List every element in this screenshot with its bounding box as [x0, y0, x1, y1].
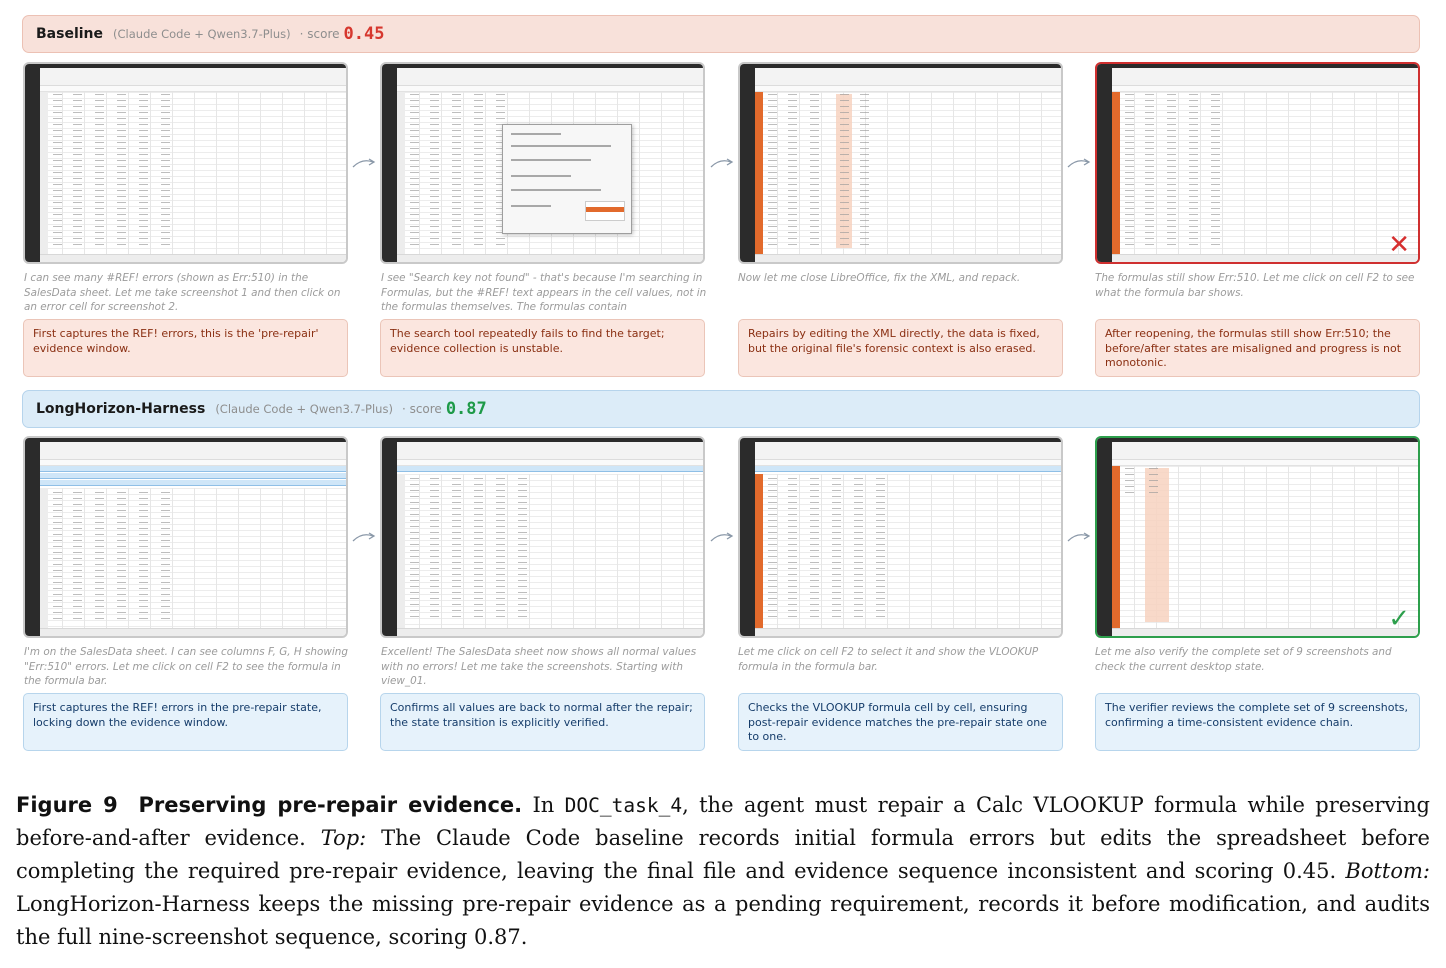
baseline-score-label: · score	[299, 27, 340, 41]
baseline-card-3: Repairs by editing the XML directly, the…	[738, 319, 1063, 377]
baseline-card-4: After reopening, the formulas still show…	[1095, 319, 1420, 377]
harness-header: LongHorizon-Harness (Claude Code + Qwen3…	[22, 390, 1420, 428]
harness-screenshot-4: ✓	[1095, 436, 1420, 638]
baseline-note-3: Now let me close LibreOffice, fix the XM…	[738, 272, 1021, 284]
harness-card-3: Checks the VLOOKUP formula cell by cell,…	[738, 693, 1063, 751]
harness-card-4: The verifier reviews the complete set of…	[1095, 693, 1420, 751]
baseline-name: Baseline	[36, 26, 104, 42]
baseline-note-4: The formulas still show Err:510. Let me …	[1095, 272, 1415, 299]
harness-score: 0.87	[445, 399, 487, 419]
baseline-screenshot-3	[738, 62, 1063, 264]
cross-icon: ✕	[1388, 230, 1410, 260]
harness-note-1: I'm on the SalesData sheet. I can see co…	[24, 646, 348, 687]
figure-caption: Figure 9 Preserving pre-repair evidence.…	[16, 789, 1430, 954]
baseline-card-2: The search tool repeatedly fails to find…	[380, 319, 705, 377]
baseline-screenshot-4: ✕	[1095, 62, 1420, 264]
harness-screenshot-3	[738, 436, 1063, 638]
baseline-note-2: I see "Search key not found" - that's be…	[381, 272, 707, 313]
caption-task: DOC_task_4	[564, 794, 683, 817]
baseline-screenshot-2	[380, 62, 705, 264]
harness-score-label: · score	[401, 402, 442, 416]
arrow-icon	[710, 532, 734, 542]
harness-screenshot-1	[23, 436, 348, 638]
harness-card-1: First captures the REF! errors in the pr…	[23, 693, 348, 751]
harness-note-2: Excellent! The SalesData sheet now shows…	[381, 646, 697, 687]
harness-note-4: Let me also verify the complete set of 9…	[1095, 646, 1392, 673]
caption-bottom-label: Bottom:	[1345, 859, 1430, 883]
arrow-icon	[352, 158, 376, 168]
harness-subtitle: (Claude Code + Qwen3.7-Plus)	[215, 402, 393, 416]
arrow-icon	[1067, 532, 1091, 542]
figure-number: Figure 9	[16, 793, 118, 817]
harness-card-2: Confirms all values are back to normal a…	[380, 693, 705, 751]
harness-note-3: Let me click on cell F2 to select it and…	[738, 646, 1039, 673]
baseline-subtitle: (Claude Code + Qwen3.7-Plus)	[113, 27, 291, 41]
baseline-score: 0.45	[343, 24, 385, 44]
arrow-icon	[1067, 158, 1091, 168]
caption-top-label: Top:	[320, 826, 367, 850]
caption-text-3: The Claude Code baseline records initial…	[16, 826, 1430, 883]
check-icon: ✓	[1388, 604, 1410, 634]
harness-screenshot-2	[380, 436, 705, 638]
arrow-icon	[710, 158, 734, 168]
harness-name: LongHorizon-Harness	[36, 401, 206, 417]
find-replace-dialog	[502, 124, 632, 234]
caption-text-4: LongHorizon-Harness keeps the missing pr…	[16, 892, 1430, 949]
baseline-card-1: First captures the REF! errors, this is …	[23, 319, 348, 377]
caption-text-2: , the agent must repair a Calc VLOOKUP f…	[16, 793, 1430, 850]
figure-title: Preserving pre-repair evidence.	[138, 793, 523, 817]
caption-text-1: In	[532, 793, 555, 817]
arrow-icon	[352, 532, 376, 542]
baseline-screenshot-1	[23, 62, 348, 264]
baseline-header: Baseline (Claude Code + Qwen3.7-Plus) · …	[22, 15, 1420, 53]
baseline-note-1: I can see many #REF! errors (shown as Er…	[24, 272, 341, 313]
